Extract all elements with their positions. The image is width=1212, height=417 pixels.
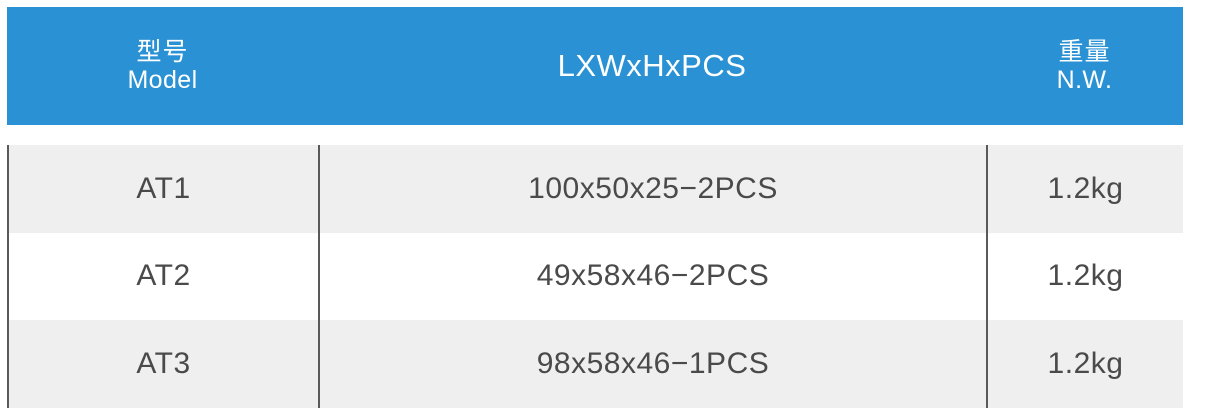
column-header-model: 型号 Model xyxy=(7,38,318,94)
table-row: AT1 100x50x25−2PCS 1.2kg xyxy=(9,145,1183,233)
table-body: AT1 100x50x25−2PCS 1.2kg AT2 49x58x46−2P… xyxy=(7,145,1183,408)
cell-model: AT1 xyxy=(136,171,191,205)
cell-size: 49x58x46−2PCS xyxy=(318,232,986,321)
table-header-row: 型号 Model LXWxHxPCS 重量 N.W. xyxy=(7,7,1183,125)
cell-size: 98x58x46−1PCS xyxy=(318,320,986,408)
table-row: AT2 49x58x46−2PCS 1.2kg xyxy=(9,232,1183,321)
cell-weight: 1.2kg xyxy=(986,145,1183,233)
column-header-weight-cn: 重量 xyxy=(1058,38,1111,66)
cell-model: AT2 xyxy=(136,259,191,293)
column-header-model-cn: 型号 xyxy=(136,38,189,66)
column-header-size-label: LXWxHxPCS xyxy=(557,47,747,83)
column-header-weight: 重量 N.W. xyxy=(986,38,1183,94)
cell-weight: 1.2kg xyxy=(986,320,1183,408)
cell-weight: 1.2kg xyxy=(986,232,1183,321)
cell-size: 100x50x25−2PCS xyxy=(318,145,986,233)
column-header-weight-en: N.W. xyxy=(1056,66,1113,94)
table-row: AT3 98x58x46−1PCS 1.2kg xyxy=(9,320,1183,408)
cell-model: AT3 xyxy=(136,346,191,380)
column-header-model-en: Model xyxy=(127,66,198,94)
column-header-size: LXWxHxPCS xyxy=(318,47,986,84)
